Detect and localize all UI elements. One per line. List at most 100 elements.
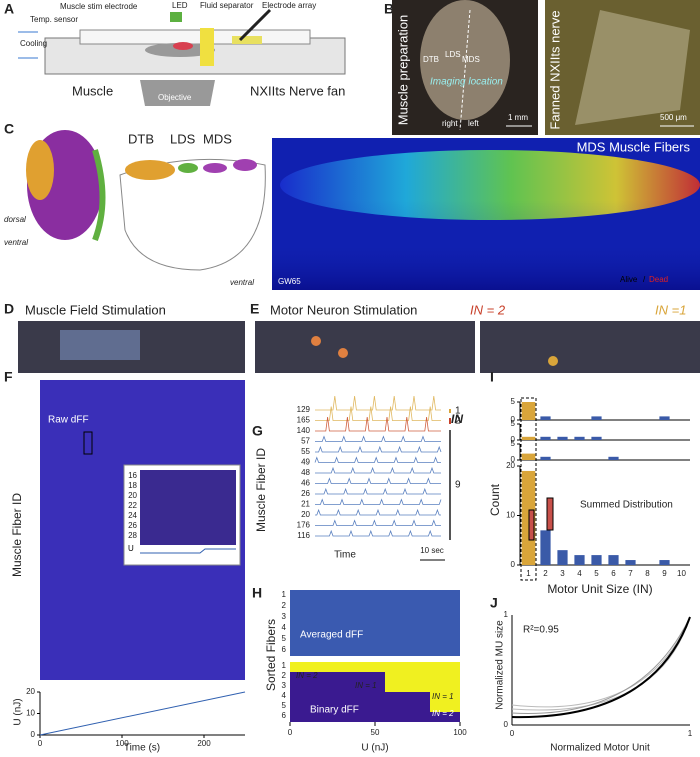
fiber-id: 165 (297, 416, 311, 425)
bar (540, 416, 551, 420)
trace (315, 498, 442, 505)
inset-tick-label: 28 (128, 531, 137, 540)
label: Electrode array (262, 1, 316, 10)
panel-letter: I (490, 369, 494, 385)
bin-tag: IN = 2 (432, 709, 454, 718)
y-tick-label: 0 (511, 560, 516, 569)
region: MDS (462, 55, 480, 64)
y-tick-label: 0 (511, 455, 516, 464)
inset-tick-label: 18 (128, 481, 137, 490)
bar (521, 402, 536, 420)
bar (540, 530, 551, 565)
fiber-id: 26 (301, 489, 310, 498)
fiber-id: 21 (301, 500, 310, 509)
avg-label: Averaged dFF (300, 630, 363, 641)
fiber-id: 55 (301, 447, 310, 456)
panel-j: J R²=0.95 Normalized MU size Normalized … (490, 595, 650, 754)
panel-letter: J (490, 595, 498, 611)
x-label: U (nJ) (361, 743, 388, 754)
y-tick-label: 5 (511, 419, 516, 428)
in-label: IN =1 (655, 302, 686, 317)
panel-g: G IN Muscle Fiber ID Time 10 sec (252, 412, 463, 560)
panel-letter: H (252, 585, 262, 601)
frame-image (255, 321, 475, 373)
panel-letter: F (4, 369, 13, 385)
y-label: Normalized MU size (495, 620, 506, 710)
highlight-box (520, 397, 537, 581)
bar (591, 416, 602, 420)
label: Muscle (72, 83, 113, 98)
x-tick-label: 2 (543, 569, 548, 578)
trace (315, 508, 441, 516)
x-tick-label: 1 (688, 729, 693, 738)
muscle-model (92, 149, 106, 242)
inset-tick-label: 26 (128, 521, 137, 530)
map-title: MDS Muscle Fibers (577, 139, 691, 154)
bar (540, 436, 551, 440)
x-tick-label: 0 (288, 728, 293, 737)
inset-heatmap (140, 470, 236, 545)
inset-tick-label: 20 (128, 491, 137, 500)
objective (140, 80, 215, 106)
fiber-id: 48 (301, 468, 310, 477)
electrode (238, 8, 272, 42)
x-tick-label: 200 (197, 739, 211, 748)
photo-title: Fanned NXIIts nerve (547, 10, 562, 129)
legend-sep: / (643, 275, 646, 284)
row-tick: 5 (282, 634, 287, 643)
bar (608, 555, 619, 565)
tissue (420, 0, 510, 120)
inset-tick-label: 24 (128, 511, 137, 520)
inset-u: U (128, 544, 134, 553)
inset-tick-label: 16 (128, 471, 137, 480)
region: LDS (445, 50, 461, 59)
trace (315, 477, 441, 484)
region: MDS (203, 131, 232, 146)
r2: R²=0.95 (523, 625, 559, 636)
row-tick: 6 (282, 711, 287, 720)
trace (315, 487, 441, 495)
binary-block (385, 672, 460, 692)
imaging-location: Imaging location (430, 77, 503, 88)
orientation: dorsal (4, 215, 26, 224)
in-group: 1 (455, 406, 461, 417)
panel-letter: D (4, 301, 14, 317)
bar (521, 436, 536, 440)
bar (574, 555, 585, 565)
x-tick-label: 9 (662, 569, 667, 578)
bar (557, 436, 568, 440)
binary-block (290, 662, 460, 672)
x-label: Motor Unit Size (IN) (547, 582, 652, 596)
dtb (125, 160, 175, 180)
x-tick-label: 100 (453, 728, 467, 737)
y-tick-label: 0 (511, 435, 516, 444)
y-tick-label: 10 (506, 511, 515, 520)
side: right (442, 119, 458, 128)
panel-title: Muscle Field Stimulation (25, 302, 166, 317)
fiber-id: 140 (297, 426, 311, 435)
binary-block (430, 692, 460, 712)
trace (315, 529, 441, 537)
bar (659, 560, 670, 565)
y-tick-label: 20 (506, 461, 515, 470)
panel-letter: B (384, 1, 394, 17)
x-label: Normalized Motor Unit (550, 743, 650, 754)
scale-label: 500 μm (660, 113, 687, 122)
panel-f: F Raw dFF U Muscle Fiber ID U (nJ) Time … (4, 369, 245, 754)
scale-label: 1 mm (508, 113, 528, 122)
fiber-id: 57 (301, 437, 310, 446)
in-group: 9 (455, 480, 461, 491)
fit-curve (511, 616, 691, 714)
row-tick: 6 (282, 645, 287, 654)
row-tick: 4 (282, 691, 287, 700)
bin-tag: IN = 2 (296, 671, 318, 680)
bin-label: Binary dFF (310, 705, 359, 716)
panel-h: H Averaged dFF IN = 2 IN = 1 IN = 1 IN =… (252, 585, 460, 754)
trace (315, 395, 441, 411)
muscle-well (145, 43, 215, 57)
trace (315, 435, 441, 442)
bar (521, 453, 536, 460)
row-tick: 3 (282, 681, 287, 690)
x-tick-label: 4 (577, 569, 582, 578)
